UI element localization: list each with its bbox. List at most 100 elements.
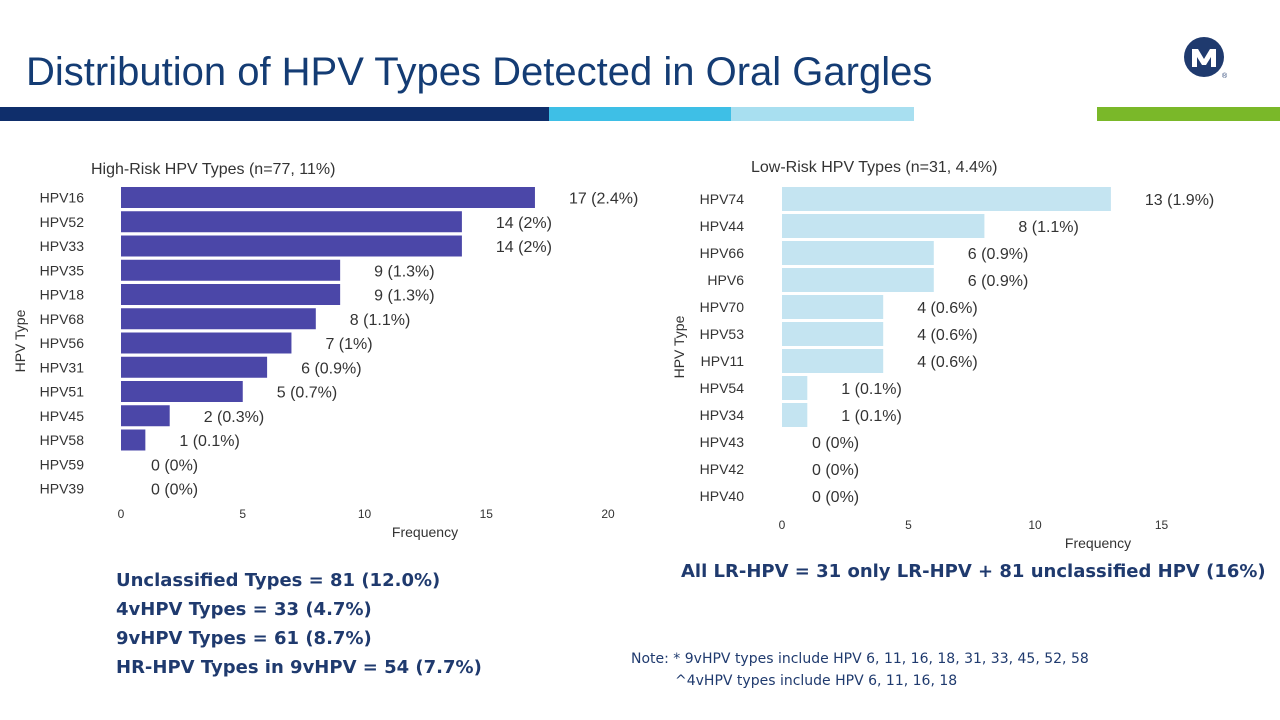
- hr-x-tick-label: 0: [118, 507, 125, 521]
- summary-line-unclassified: Unclassified Types = 81 (12.0%): [116, 570, 441, 591]
- lr-category-label: HPV44: [700, 218, 745, 234]
- hr-data-label: 6 (0.9%): [301, 360, 361, 377]
- note-block: Note: * 9vHPV types include HPV 6, 11, 1…: [631, 648, 1089, 692]
- hr-data-label: 5 (0.7%): [277, 385, 337, 402]
- note-line-2: ^4vHPV types include HPV 6, 11, 16, 18: [675, 673, 958, 689]
- hr-category-label: HPV39: [40, 481, 85, 497]
- hr-data-label: 8 (1.1%): [350, 312, 410, 329]
- summary-block: Unclassified Types = 81 (12.0%) 4vHPV Ty…: [116, 566, 482, 682]
- hr-bar: [121, 235, 462, 257]
- lr-bar: [782, 187, 1111, 211]
- lr-x-tick-label: 0: [779, 518, 786, 532]
- hr-bar: [121, 405, 170, 427]
- summary-line-hr-9vhpv: HR-HPV Types in 9vHPV = 54 (7.7%): [116, 657, 482, 678]
- lr-data-label: 4 (0.6%): [917, 354, 977, 371]
- lr-x-tick-label: 15: [1155, 518, 1169, 532]
- hr-bar: [121, 381, 243, 402]
- lr-category-label: HPV40: [700, 488, 745, 504]
- hr-category-label: HPV31: [40, 359, 85, 375]
- hr-y-axis-label: HPV Type: [12, 309, 28, 372]
- hr-data-label: 0 (0%): [151, 482, 198, 499]
- hr-data-label: 14 (2%): [496, 239, 552, 256]
- summary-line-4vhpv: 4vHPV Types = 33 (4.7%): [116, 599, 372, 620]
- hr-bar: [121, 284, 341, 305]
- lr-category-label: HPV74: [700, 191, 745, 207]
- hr-data-label: 2 (0.3%): [204, 409, 264, 426]
- lr-x-tick-label: 5: [905, 518, 912, 532]
- summary-line-9vhpv: 9vHPV Types = 61 (8.7%): [116, 628, 372, 649]
- lr-data-label: 13 (1.9%): [1145, 192, 1214, 209]
- lr-category-label: HPV11: [701, 353, 745, 369]
- lr-data-label: 1 (0.1%): [841, 381, 901, 398]
- lr-chart-title: Low-Risk HPV Types (n=31, 4.4%): [751, 159, 997, 176]
- hr-category-label: HPV51: [40, 384, 85, 400]
- hr-x-tick-label: 10: [358, 507, 372, 521]
- lr-data-label: 8 (1.1%): [1018, 219, 1078, 236]
- hr-bar: [121, 429, 146, 451]
- stripe-navy: [0, 107, 549, 121]
- hr-category-label: HPV16: [40, 190, 85, 206]
- stripe-blue: [549, 107, 731, 121]
- lr-x-axis-label: Frequency: [1065, 535, 1131, 551]
- lr-data-label: 6 (0.9%): [968, 246, 1028, 263]
- lr-category-label: HPV34: [700, 407, 745, 423]
- lr-x-tick-label: 10: [1028, 518, 1042, 532]
- hr-category-label: HPV33: [40, 238, 85, 254]
- lr-category-label: HPV43: [700, 434, 745, 450]
- stripe-lightblue: [731, 107, 914, 121]
- hr-x-tick-label: 20: [601, 507, 615, 521]
- lr-bar: [782, 376, 808, 400]
- hr-category-label: HPV56: [40, 335, 85, 351]
- lr-bar: [782, 349, 884, 373]
- lr-category-label: HPV53: [700, 326, 745, 342]
- hr-x-tick-label: 15: [480, 507, 494, 521]
- lr-category-label: HPV6: [707, 272, 744, 288]
- lr-bar: [782, 403, 808, 427]
- lr-bar: [782, 241, 934, 265]
- hr-data-label: 9 (1.3%): [374, 263, 434, 280]
- lr-data-label: 0 (0%): [812, 462, 859, 479]
- slide-title: Distribution of HPV Types Detected in Or…: [26, 50, 933, 94]
- lr-bar: [782, 214, 985, 238]
- hr-data-label: 14 (2%): [496, 215, 552, 232]
- note-line-1: Note: * 9vHPV types include HPV 6, 11, 1…: [631, 651, 1089, 667]
- lr-data-label: 4 (0.6%): [917, 300, 977, 317]
- lr-category-label: HPV42: [700, 461, 745, 477]
- hr-bar: [121, 356, 268, 378]
- hr-bar: [121, 187, 535, 208]
- hr-data-label: 9 (1.3%): [374, 288, 434, 305]
- hr-bar: [121, 308, 316, 330]
- lr-data-label: 1 (0.1%): [841, 408, 901, 425]
- hr-chart-title: High-Risk HPV Types (n=77, 11%): [91, 161, 335, 178]
- lr-bar: [782, 295, 884, 319]
- hr-category-label: HPV58: [40, 432, 85, 448]
- stripe-green: [1097, 107, 1280, 121]
- hr-data-label: 1 (0.1%): [179, 433, 239, 450]
- hr-category-label: HPV18: [40, 287, 85, 303]
- hr-category-label: HPV68: [40, 311, 85, 327]
- hr-category-label: HPV52: [40, 214, 85, 230]
- lr-category-label: HPV66: [700, 245, 745, 261]
- hr-data-label: 7 (1%): [325, 336, 372, 353]
- hr-category-label: HPV59: [40, 456, 85, 472]
- hr-bar: [121, 211, 462, 233]
- lr-category-label: HPV54: [700, 380, 745, 396]
- lr-bar: [782, 268, 934, 292]
- lr-data-label: 0 (0%): [812, 489, 859, 506]
- lr-data-label: 4 (0.6%): [917, 327, 977, 344]
- lr-category-label: HPV70: [700, 299, 745, 315]
- hr-data-label: 0 (0%): [151, 457, 198, 474]
- lr-data-label: 0 (0%): [812, 435, 859, 452]
- hr-x-axis-label: Frequency: [392, 524, 458, 540]
- hr-bar: [121, 332, 292, 354]
- lr-bar: [782, 322, 884, 346]
- hr-x-tick-label: 5: [239, 507, 246, 521]
- m-logo-icon: ®: [1184, 37, 1228, 80]
- lr-summary: All LR-HPV = 31 only LR-HPV + 81 unclass…: [681, 561, 1266, 582]
- hr-category-label: HPV35: [40, 262, 85, 278]
- hr-data-label: 17 (2.4%): [569, 191, 638, 208]
- lr-y-axis-label: HPV Type: [671, 315, 687, 378]
- lr-data-label: 6 (0.9%): [968, 273, 1028, 290]
